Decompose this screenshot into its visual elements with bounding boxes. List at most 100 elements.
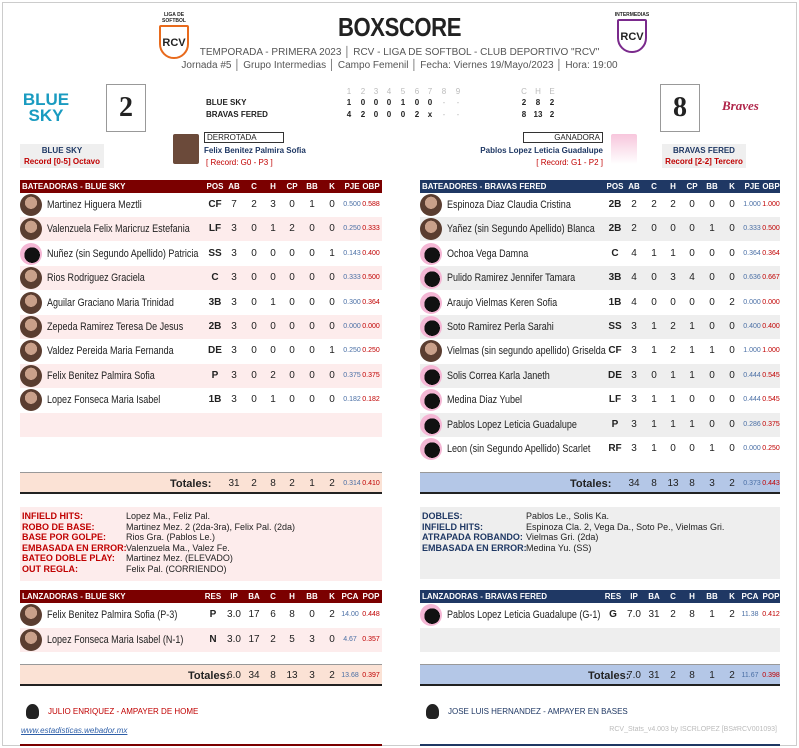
- pitcher-name: Felix Benitez Palmira Sofia (P-3): [47, 609, 178, 621]
- player-name: Aguilar Graciano Maria Trinidad: [47, 296, 174, 309]
- total-cell: 1: [309, 478, 315, 489]
- inning-runs: 0: [386, 110, 392, 119]
- stat-cell: 0: [709, 247, 715, 259]
- note-value: Vielmas Gri. (2da): [526, 532, 599, 542]
- stat-cell: 8: [689, 609, 695, 620]
- player-name: Zepeda Ramirez Teresa De Jesus: [47, 321, 184, 333]
- stat-cell: 1: [651, 443, 657, 454]
- linescore-total: 13: [533, 110, 543, 119]
- stat-cell: C: [211, 272, 219, 284]
- totals-label: Totales:: [588, 670, 630, 682]
- inning-runs: 0: [373, 110, 379, 119]
- total-cell: 31: [648, 670, 660, 681]
- stat-cell: 0.250: [343, 225, 361, 233]
- stat-cell: 0: [689, 394, 695, 406]
- stat-cell: 0: [270, 345, 276, 357]
- stat-cell: CF: [608, 345, 622, 357]
- stat-cell: 0.000: [343, 323, 361, 330]
- stat-cell: 0: [729, 321, 735, 332]
- table-title: LANZADORAS - BRAVAS FERED: [422, 592, 548, 601]
- total-cell: 2: [670, 670, 676, 681]
- pitcher-name: Pablos Lopez Leticia Guadalupe (G-1): [447, 609, 601, 621]
- total-cell: 34: [628, 478, 640, 489]
- stat-cell: 3.0: [227, 609, 241, 620]
- inning-header: 2: [360, 87, 366, 96]
- player-avatar: [20, 389, 42, 412]
- inning-runs: 0: [427, 98, 433, 107]
- stat-cell: 0: [329, 321, 335, 332]
- table-row: Felix Benitez Palmira Sofia (P-3) P 3.0 17 6…: [20, 603, 382, 627]
- stat-cell: 0: [329, 199, 335, 210]
- stat-cell: 0.412: [762, 611, 780, 618]
- column-header: BB: [706, 592, 718, 601]
- player-avatar: [20, 291, 42, 314]
- stat-cell: 3: [670, 272, 676, 284]
- table-row: Ochoa Vega Damna C 4 1 1 0 0 0 0.364 0.364: [420, 241, 780, 266]
- stat-cell: 1.000: [743, 201, 761, 208]
- stat-cell: 1: [309, 199, 315, 210]
- column-header: H: [670, 182, 676, 191]
- stat-cell: 2: [329, 609, 335, 620]
- column-header: H: [289, 592, 295, 601]
- stat-cell: 1: [670, 418, 676, 430]
- stat-cell: 0.444: [743, 396, 761, 404]
- stat-cell: 0.444: [743, 371, 761, 379]
- inning-runs: 2: [360, 110, 366, 119]
- column-header: IP: [630, 592, 638, 601]
- player-name: Araujo Vielmas Keren Sofia: [447, 296, 558, 309]
- total-cell: 0.398: [762, 672, 780, 679]
- inning-header: 4: [386, 87, 392, 96]
- table-row: [20, 412, 382, 437]
- stat-cell: 0.250: [762, 445, 780, 452]
- logo-shield: RCV: [617, 19, 647, 53]
- stat-cell: 1: [689, 345, 695, 357]
- stat-cell: SS: [608, 321, 622, 332]
- stat-cell: 0: [709, 272, 715, 284]
- stat-cell: 0: [270, 321, 276, 332]
- stat-cell: 0: [329, 272, 335, 284]
- column-header: K: [729, 592, 735, 601]
- player-avatar: [20, 604, 42, 626]
- player-name: Felix Benitez Palmira Sofia: [47, 369, 155, 382]
- table-row: Felix Benitez Palmira Sofia P 3 0 2 0 0 0 0.375 0…: [20, 363, 382, 388]
- stat-cell: 2: [670, 345, 676, 357]
- stat-cell: 0: [309, 247, 315, 259]
- stat-cell: 0.333: [343, 274, 361, 282]
- stat-cell: 0: [651, 369, 657, 381]
- losing-pitcher-record: [ Record: G0 - P3 ]: [206, 158, 273, 167]
- stat-cell: 0.400: [743, 323, 761, 330]
- pitching-totals: Totales: 7.0 31 2 8 1 2 11.67 0.398: [420, 664, 780, 686]
- stat-cell: 2: [631, 199, 637, 210]
- inning-header: 5: [400, 87, 406, 96]
- inning-runs: 0: [386, 98, 392, 107]
- linescore-total: 8: [535, 98, 541, 107]
- stat-cell: 0: [251, 321, 257, 332]
- column-header: OBP: [362, 182, 380, 191]
- stat-cell: 3: [270, 199, 276, 210]
- table-row: Zepeda Ramirez Teresa De Jesus 2B 3 0 0 0 0 0 0.…: [20, 315, 382, 339]
- stat-cell: 1: [651, 345, 657, 357]
- stat-cell: 0.333: [743, 225, 761, 233]
- stat-cell: 0: [729, 199, 735, 210]
- stat-cell: 0.400: [762, 323, 780, 330]
- stat-cell: CF: [208, 199, 222, 210]
- stat-cell: 0.545: [762, 371, 780, 379]
- winning-pitcher-name: Pablos Lopez Leticia Guadalupe: [480, 146, 603, 155]
- stat-cell: 0.357: [362, 635, 380, 643]
- website-link[interactable]: www.estadisticas.webador.mx: [21, 726, 128, 735]
- stat-cell: 0: [729, 394, 735, 406]
- stat-cell: 0: [329, 394, 335, 406]
- stat-cell: 1: [670, 369, 676, 381]
- total-cell: 2: [251, 478, 257, 489]
- column-header: IP: [230, 592, 238, 601]
- winning-pitcher-record: [ Record: G1 - P2 ]: [536, 158, 603, 167]
- stat-cell: 3: [309, 633, 315, 645]
- total-cell: 1: [709, 670, 715, 681]
- table-row: Nuñez (sin Segundo Apellido) Patricia SS 3…: [20, 241, 382, 266]
- winning-pitcher-photo: [611, 134, 637, 164]
- stat-cell: SS: [208, 247, 222, 259]
- total-cell: 3: [709, 478, 715, 489]
- stat-cell: 2: [729, 296, 735, 308]
- umpire-icon: [26, 704, 39, 719]
- base-umpire: JOSE LUIS HERNANDEZ - AMPAYER EN BASES: [448, 707, 628, 716]
